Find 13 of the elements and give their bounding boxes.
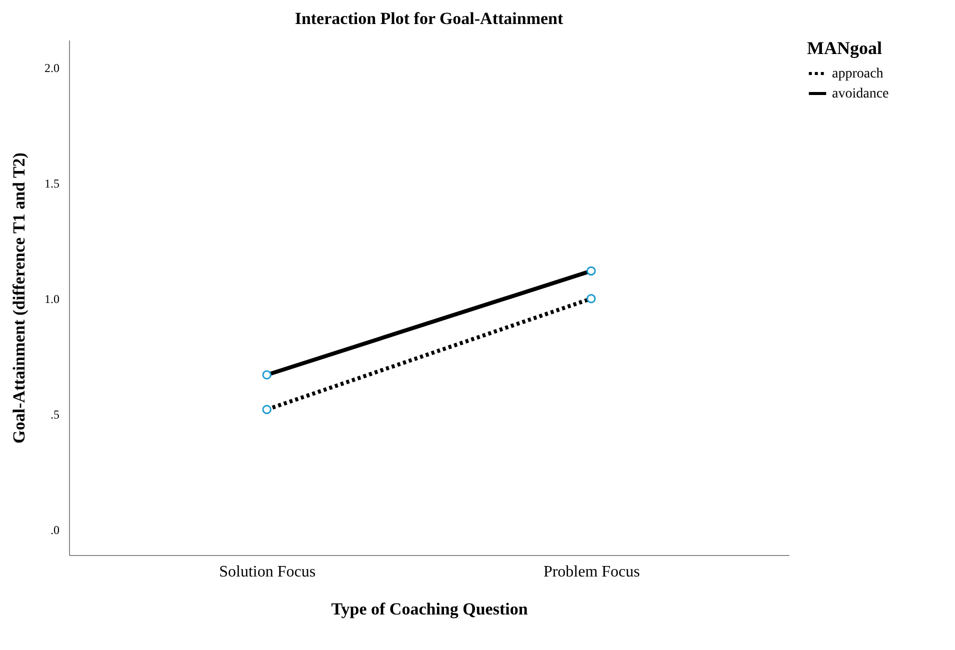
legend-label: avoidance <box>832 86 889 102</box>
y-axis-title: Goal-Attainment (difference T1 and T2) <box>10 152 28 444</box>
legend-title: MANgoal <box>807 38 882 58</box>
chart-title: Interaction Plot for Goal-Attainment <box>294 9 564 28</box>
y-tick-label: .5 <box>50 408 60 422</box>
x-tick-label: Problem Focus <box>543 564 640 580</box>
y-tick-label: 1.0 <box>44 292 60 306</box>
y-tick-label: .0 <box>50 523 60 538</box>
y-tick-label: 1.5 <box>44 176 60 191</box>
x-tick-label: Solution Focus <box>219 564 316 580</box>
y-tick-label: 2.0 <box>44 61 60 76</box>
x-axis-title: Type of Coaching Question <box>331 600 528 618</box>
legend-label: approach <box>832 66 884 82</box>
